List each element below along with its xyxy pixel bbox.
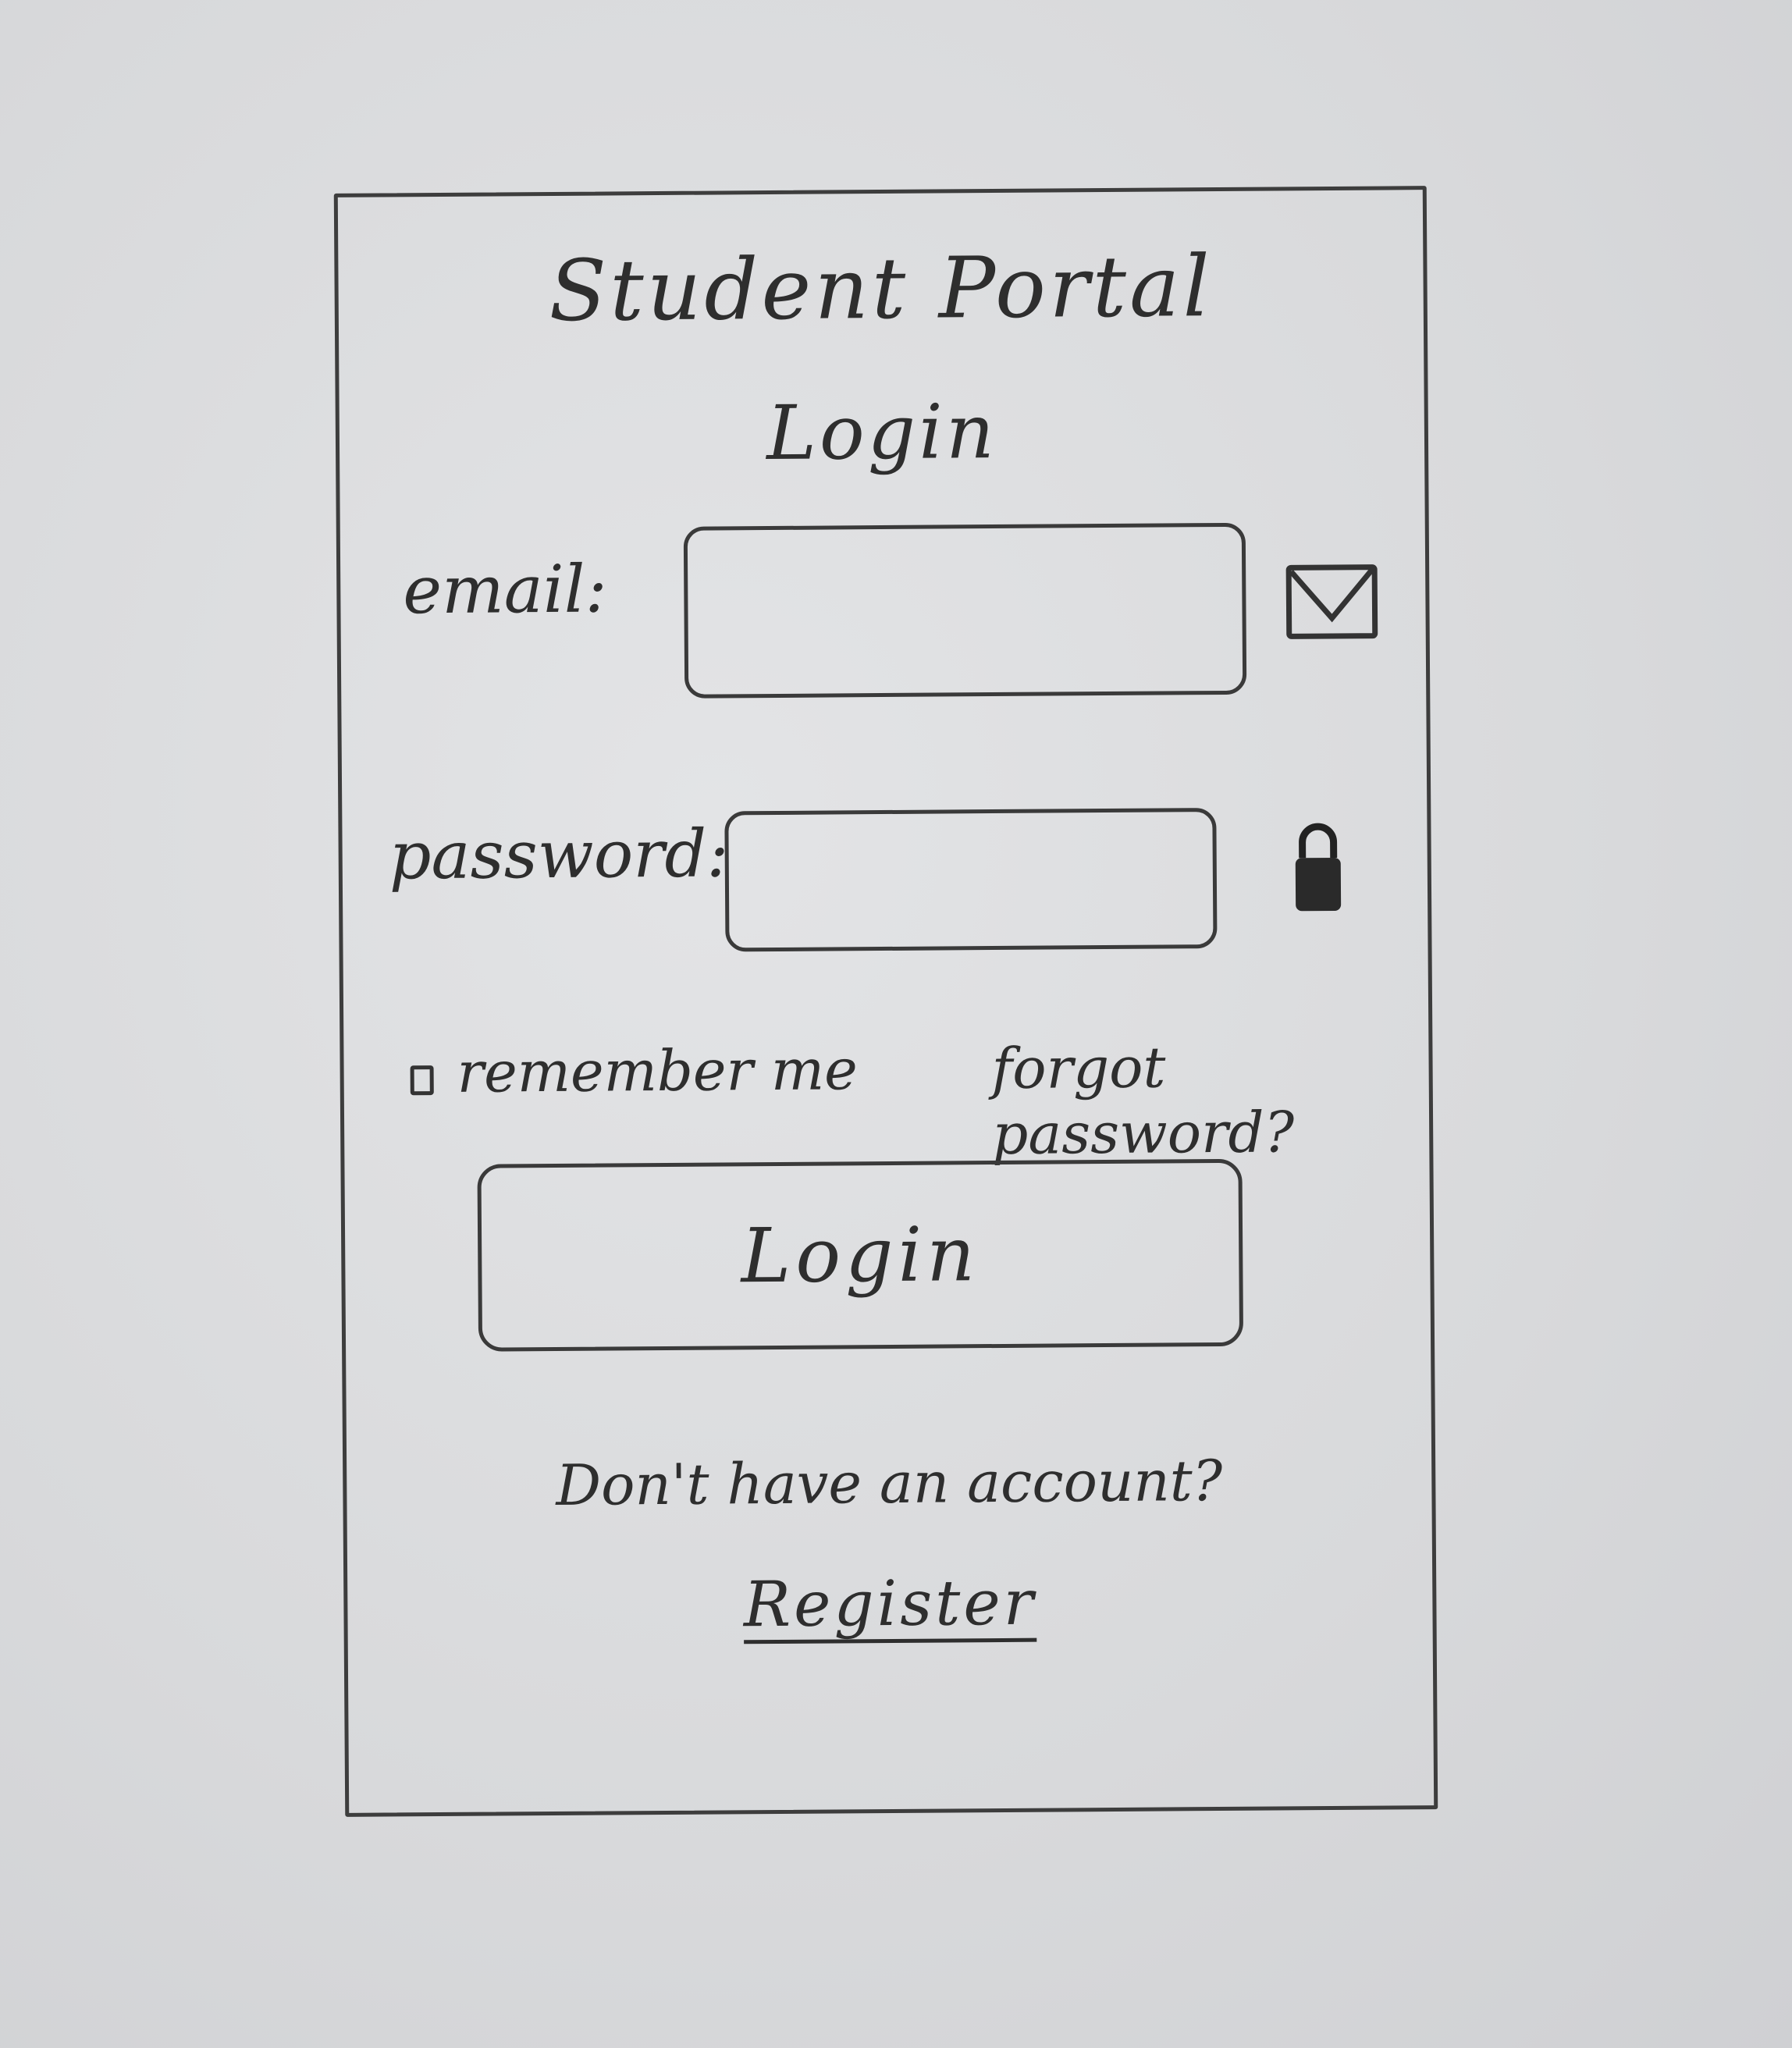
email-label: email: [402, 550, 608, 629]
password-label: password: [389, 815, 729, 894]
login-button[interactable]: Login [477, 1158, 1244, 1352]
mail-icon [1285, 564, 1378, 639]
phone-screen-frame: Student Portal Login email: password: re… [333, 186, 1438, 1817]
register-prompt: Don't have an account? [556, 1448, 1223, 1518]
lock-icon [1295, 823, 1342, 912]
forgot-password-link[interactable]: forgot password? [991, 1034, 1295, 1168]
email-field[interactable] [683, 522, 1247, 699]
password-field[interactable] [724, 808, 1218, 952]
page-subtitle: Login [766, 387, 998, 478]
page-title: Student Portal [548, 238, 1214, 340]
remember-me-label: remember me [457, 1036, 858, 1105]
register-link[interactable]: Register [347, 1563, 1433, 1644]
remember-me-checkbox[interactable] [410, 1065, 434, 1096]
register-link-label: Register [743, 1566, 1037, 1641]
